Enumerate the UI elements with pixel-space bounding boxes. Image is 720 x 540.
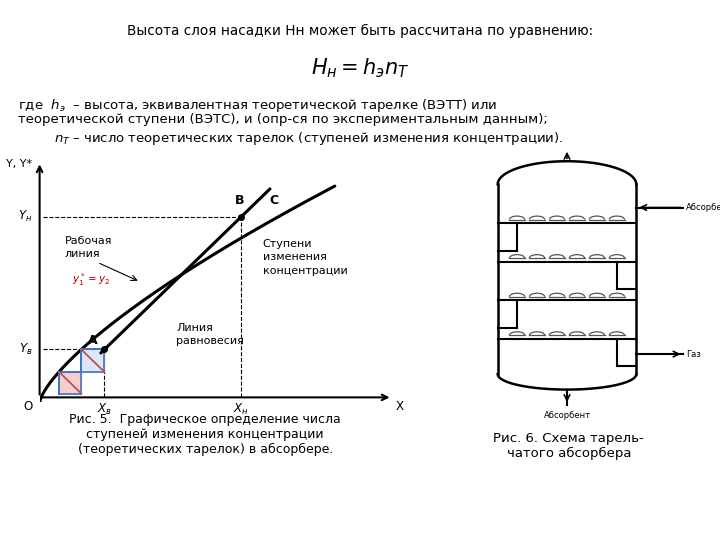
Text: $\mathit{y_1^* = y_2}$: $\mathit{y_1^* = y_2}$: [72, 271, 110, 288]
Text: A: A: [88, 334, 97, 347]
Text: Высота слоя насадки Нн может быть рассчитана по уравнению:: Высота слоя насадки Нн может быть рассчи…: [127, 24, 593, 38]
Text: теоретической ступени (ВЭТС), и (опр-ся по экспериментальным данным);: теоретической ступени (ВЭТС), и (опр-ся …: [18, 113, 548, 126]
Text: Рабочая
линия: Рабочая линия: [65, 236, 112, 259]
Polygon shape: [81, 349, 104, 372]
Text: Рис. 6. Схема тарель-
чатого абсорбера: Рис. 6. Схема тарель- чатого абсорбера: [493, 432, 644, 460]
Text: Ступени
изменения
концентрации: Ступени изменения концентрации: [263, 239, 348, 275]
Text: где  $\mathit{h_э}$  – высота, эквивалентная теоретической тарелке (ВЭТТ) или: где $\mathit{h_э}$ – высота, эквивалентн…: [18, 97, 498, 114]
Text: C: C: [269, 194, 278, 207]
Text: Линия
равновесия: Линия равновесия: [176, 323, 244, 346]
Text: B: B: [235, 194, 244, 207]
Text: $Y_н$: $Y_н$: [18, 209, 32, 224]
Text: $X_н$: $X_н$: [233, 402, 249, 417]
Polygon shape: [59, 372, 81, 394]
Text: Y, Y*: Y, Y*: [6, 159, 32, 169]
Text: X: X: [396, 400, 404, 413]
Text: $Y_в$: $Y_в$: [19, 342, 32, 357]
Text: Абсорбент: Абсорбент: [544, 411, 590, 420]
Text: $\mathit{n_T}$ – число теоретических тарелок (ступеней изменения концентрации).: $\mathit{n_T}$ – число теоретических тар…: [54, 130, 564, 146]
Text: Газ: Газ: [686, 349, 701, 359]
Text: $\mathbf{\mathit{H_н = h_э n_T}}$: $\mathbf{\mathit{H_н = h_э n_T}}$: [311, 57, 409, 80]
Text: $X_в$: $X_в$: [97, 402, 112, 417]
Text: Рис. 5.  Графическое определение числа
ступеней изменения концентрации
(теоретич: Рис. 5. Графическое определение числа ст…: [69, 413, 341, 456]
Text: Абсорбент: Абсорбент: [686, 203, 720, 212]
Text: O: O: [23, 400, 32, 413]
